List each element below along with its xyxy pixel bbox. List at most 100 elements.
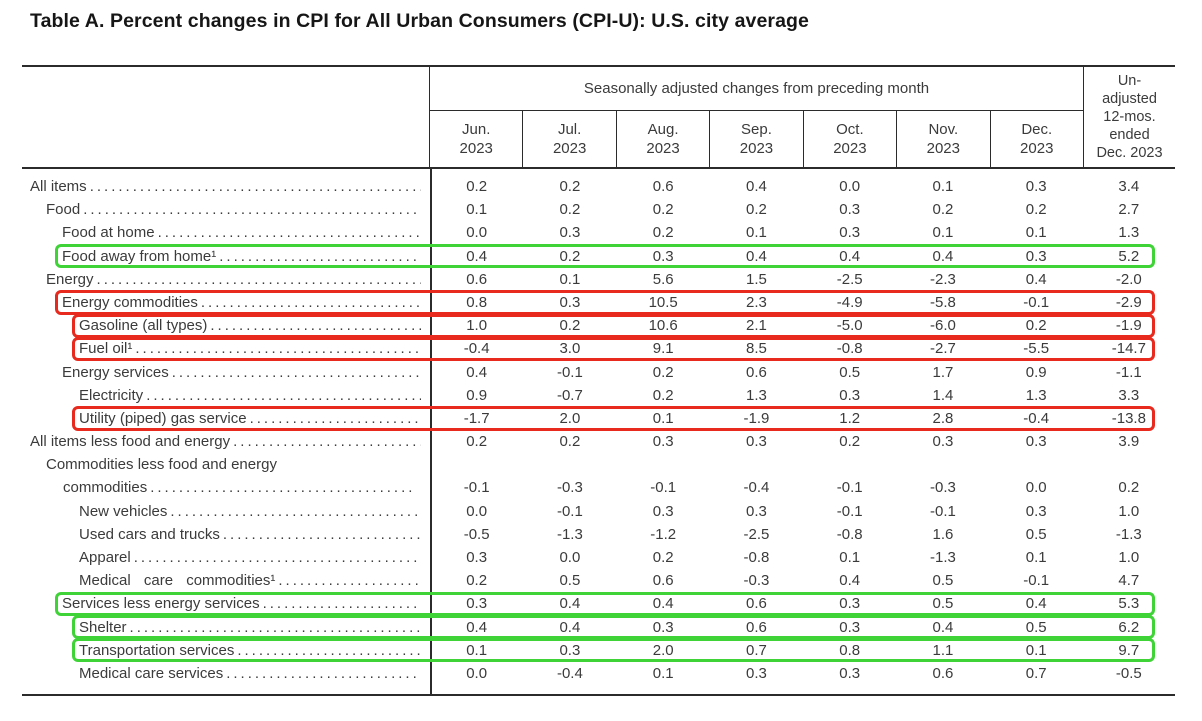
leader-dots [172,364,421,381]
data-cell: 0.6 [652,572,674,590]
leader-dots [146,387,421,404]
table-row: Food 0.1 0.2 0.2 0.2 0.3 0.2 0.2 2.7 [22,198,1175,221]
row-label-line1: Commodities less food and energy [46,456,277,474]
data-cell: 0.4 [466,247,488,265]
month-abbr: Sep. [741,120,772,138]
data-cell: 3.4 [1118,178,1140,195]
row-label-text: Medical care services [79,665,224,683]
row-label-text: Energy services [62,363,169,381]
data-cell: 0.2 [746,201,767,219]
data-cell: 0.5 [932,595,954,613]
data-cell: 0.2 [652,386,674,404]
data-cell: -0.3 [743,572,770,590]
data-cell: 0.1 [652,409,674,427]
data-cell: 0.3 [652,618,674,636]
month-year: 2023 [459,140,493,157]
data-cell: -1.7 [463,409,490,427]
data-cell: -0.1 [556,363,583,381]
data-cell: 0.3 [652,247,674,265]
data-cell: 0.2 [932,201,954,219]
row-label: Commodities less food and energy commodit… [22,453,430,499]
data-cell: 0.4 [1025,270,1047,288]
data-cell: 0.2 [652,549,674,567]
data-cell: 0.3 [652,502,674,520]
data-cell: 0.2 [559,247,581,265]
data-cell: -2.3 [930,270,956,288]
data-cell: 5.3 [1118,595,1140,613]
data-cell: 9.7 [1118,641,1140,659]
row-label-line2: commodities [63,478,148,496]
table-row: Shelter 0.4 0.4 0.3 0.6 0.3 0.4 0.5 6.2 [22,615,1175,640]
row-label: Energy services [22,364,430,381]
row-label-text: Apparel [79,549,131,567]
table-row: Apparel 0.3 0.0 0.2 -0.8 0.1 -1.3 0.1 1.0 [22,546,1175,569]
data-cell: 0.4 [746,178,767,195]
data-cell: 0.1 [1025,641,1047,659]
row-label-text: Utility (piped) gas service [79,409,247,427]
data-cell: -0.4 [1023,409,1050,427]
data-cell: 3.0 [559,340,581,358]
data-cell: -1.2 [650,525,677,543]
data-cell: -0.5 [1115,664,1142,682]
data-cell: 2.7 [1118,201,1140,219]
row-label: All items [22,178,430,195]
row-label-text: Food away from home¹ [62,247,217,265]
row-label: Shelter [22,619,430,636]
data-cell: 1.2 [839,409,861,427]
leader-dots [134,549,421,566]
table-row: All items 0.2 0.2 0.6 0.4 0.0 0.1 0.3 3.4 [22,175,1175,198]
data-cell: 0.7 [746,641,767,659]
row-label-text: Gasoline (all types) [79,317,208,335]
data-cell: 0.3 [839,595,861,613]
data-cell: 0.3 [1025,247,1047,265]
month-year: 2023 [1020,140,1054,157]
data-cell: 10.6 [648,317,678,335]
data-cell: 1.6 [932,525,954,543]
month-year: 2023 [833,140,867,157]
data-cell: -0.1 [1023,293,1050,311]
data-cell: 0.2 [559,178,581,195]
table-row: Services less energy services 0.3 0.4 0.4 0.… [22,591,1175,617]
leader-dots [278,572,421,589]
row-label: Electricity [22,387,430,404]
unadjusted-header-line: adjusted [1102,90,1157,107]
table-header: Seasonally adjusted changes from precedi… [22,65,1175,169]
data-cell: 1.3 [1025,386,1047,404]
month-header: Aug. 2023 [615,111,709,167]
data-cell: -0.1 [836,502,863,520]
row-label: Food at home [22,224,430,241]
row-label-text: Services less energy services [62,595,260,613]
data-cell: -0.4 [463,340,490,358]
data-cell: 0.5 [559,572,581,590]
leader-dots [170,503,421,520]
unadjusted-header-line: Dec. 2023 [1096,145,1163,162]
data-cell: 8.5 [746,340,767,358]
data-cell: -5.5 [1023,340,1050,358]
data-cell: 0.2 [1025,317,1047,335]
data-cell: 0.3 [932,433,954,451]
leader-dots [233,433,421,450]
table-row: Energy services 0.4 -0.1 0.2 0.6 0.5 1.7 0.9 -1.… [22,361,1175,384]
data-cell: 0.3 [1025,433,1047,451]
data-cell: 0.2 [1025,201,1047,219]
data-cell: 0.6 [652,178,674,195]
data-cell: 0.3 [652,433,674,451]
stub-header-cell [22,67,430,167]
data-cell: -5.0 [836,317,863,335]
leader-dots [130,619,421,636]
data-cell: 0.1 [746,224,767,242]
row-label-text: Fuel oil¹ [79,340,133,358]
month-abbr: Nov. [928,120,959,138]
row-label: Medical care services [22,665,430,682]
data-cell: 0.3 [839,224,861,242]
month-abbr: Oct. [836,120,864,138]
data-cell: -6.0 [930,317,956,335]
data-cell: 0.5 [932,572,954,590]
data-cell: 0.0 [839,178,861,195]
unadjusted-column-header: Un-adjusted 12-mos. ended Dec. 2023 [1083,67,1175,167]
month-abbr: Jul. [557,120,582,138]
leader-dots [226,665,421,682]
row-label-text: All items less food and energy [30,433,231,451]
data-cell: 0.4 [466,618,488,636]
